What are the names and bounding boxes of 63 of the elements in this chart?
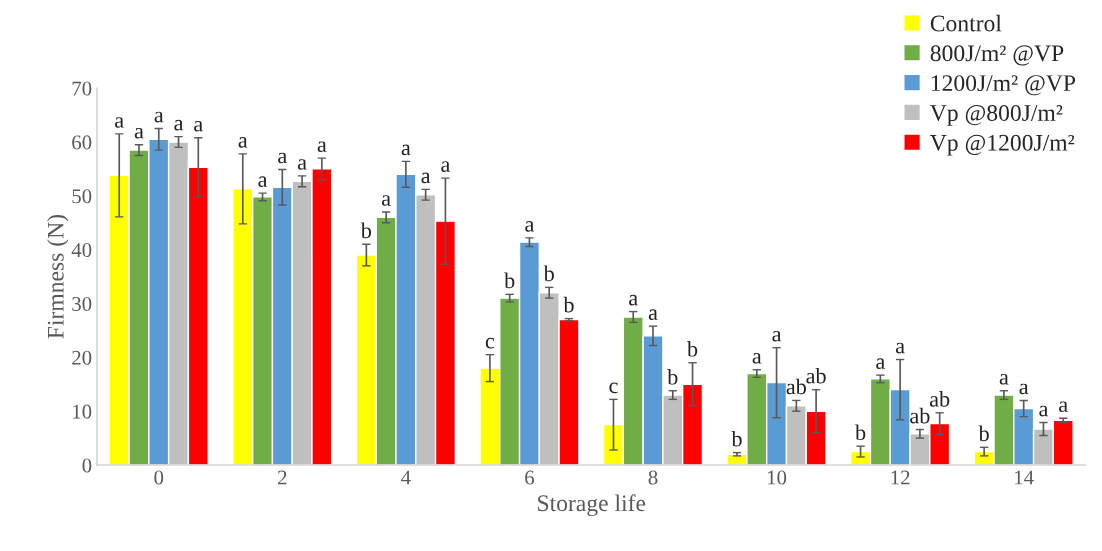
legend-label: Vp @800J/m² bbox=[930, 104, 1063, 126]
data-label: a bbox=[525, 221, 535, 232]
data-label: a bbox=[134, 127, 144, 139]
data-label: b bbox=[978, 425, 989, 442]
legend-label: Control bbox=[930, 14, 1002, 32]
data-label: a bbox=[258, 176, 268, 188]
data-label: a bbox=[194, 120, 203, 132]
y-tick-label: 0 bbox=[82, 458, 92, 473]
x-tick-label: 0 bbox=[154, 470, 164, 485]
data-label: a bbox=[876, 358, 885, 369]
data-label: a bbox=[297, 159, 307, 170]
y-tick-label: 70 bbox=[72, 81, 92, 96]
data-label: b bbox=[543, 265, 554, 282]
x-tick-label: 14 bbox=[1015, 470, 1034, 485]
x-tick-label: 6 bbox=[525, 470, 535, 485]
y-tick-label: 60 bbox=[72, 135, 92, 150]
y-tick-label: 50 bbox=[72, 189, 92, 204]
data-label: a bbox=[752, 352, 762, 364]
y-axis-title: Firmness (N) bbox=[47, 215, 69, 339]
data-label: a bbox=[629, 294, 638, 306]
x-tick-label: 4 bbox=[401, 470, 411, 485]
data-label: a bbox=[648, 309, 658, 321]
data-label: b bbox=[686, 340, 698, 357]
data-label: ab bbox=[910, 407, 930, 424]
legend-label: 800J/m² @VP bbox=[930, 45, 1064, 66]
data-label: b bbox=[731, 430, 742, 447]
data-label: c bbox=[485, 337, 495, 349]
data-label: c bbox=[609, 382, 618, 394]
data-label: a bbox=[401, 144, 411, 156]
data-label: a bbox=[1059, 401, 1068, 413]
data-label: a bbox=[441, 161, 451, 172]
data-label: ab bbox=[806, 367, 826, 384]
data-label: a bbox=[895, 342, 905, 354]
legend-label: 1200J/m² @VP bbox=[931, 75, 1076, 96]
y-tick-label: 10 bbox=[73, 404, 92, 419]
data-label: a bbox=[115, 117, 124, 128]
y-tick-label: 30 bbox=[72, 296, 92, 311]
x-tick-label: 8 bbox=[648, 470, 658, 485]
data-label: a bbox=[421, 172, 431, 184]
data-label: a bbox=[278, 152, 287, 164]
legend-label: Vp @1200J/m² bbox=[930, 134, 1075, 156]
x-axis-title: Storage life bbox=[538, 494, 646, 517]
data-label: b bbox=[360, 222, 372, 239]
data-label: a bbox=[238, 137, 248, 148]
data-label: a bbox=[317, 141, 327, 153]
data-label: b bbox=[667, 368, 678, 385]
data-label: a bbox=[381, 195, 391, 206]
data-label: a bbox=[999, 373, 1009, 385]
data-label: a bbox=[1039, 405, 1049, 417]
data-label: a bbox=[174, 119, 184, 131]
y-tick-label: 20 bbox=[72, 350, 92, 365]
data-label: a bbox=[154, 111, 164, 123]
x-tick-label: 10 bbox=[767, 470, 787, 485]
x-tick-label: 12 bbox=[891, 470, 910, 485]
data-label: a bbox=[1019, 383, 1029, 395]
y-tick-label: 40 bbox=[71, 243, 92, 258]
data-label: b bbox=[504, 272, 515, 289]
data-label: ab bbox=[786, 378, 806, 395]
data-label: ab bbox=[929, 391, 950, 407]
x-tick-label: 2 bbox=[278, 470, 287, 485]
data-label: a bbox=[772, 330, 782, 342]
data-label: b bbox=[855, 424, 866, 441]
data-label: b bbox=[563, 296, 574, 313]
